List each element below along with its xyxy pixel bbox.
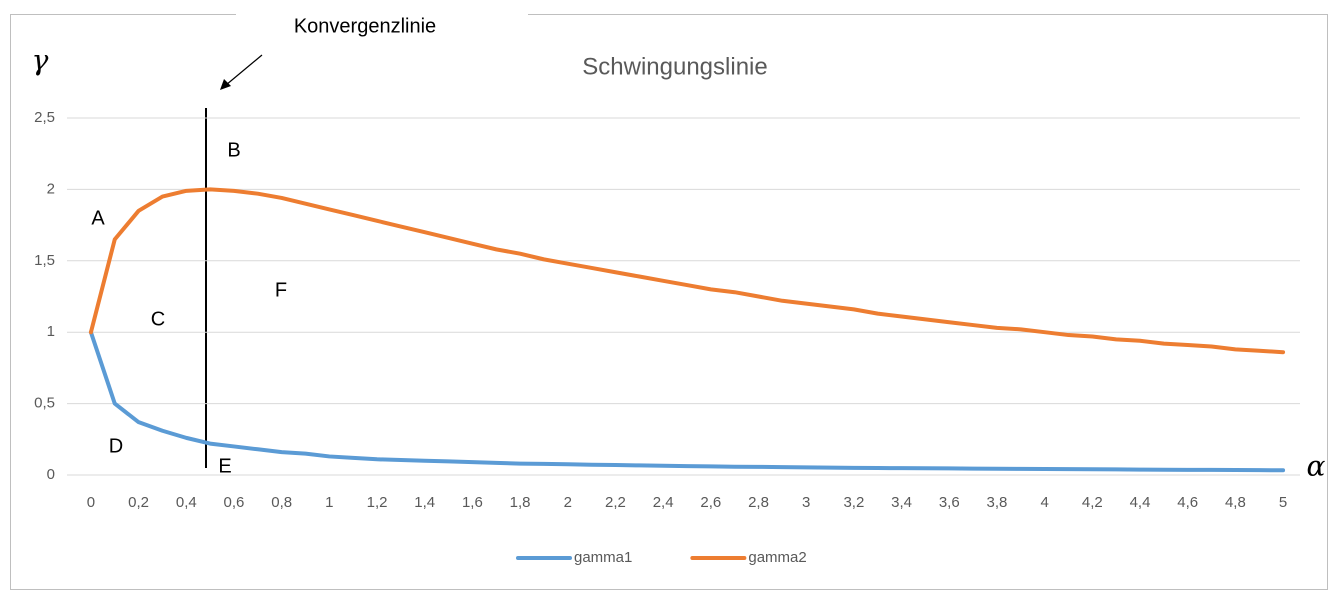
x-tick-label: 0 bbox=[87, 494, 95, 511]
x-tick-label: 4,6 bbox=[1177, 494, 1198, 511]
series-line bbox=[88, 330, 1286, 473]
y-axis-label: γ bbox=[32, 44, 49, 77]
y-tick-label: 2,5 bbox=[34, 109, 55, 126]
x-tick-label: 0,2 bbox=[128, 494, 149, 511]
x-tick-label: 2 bbox=[564, 494, 572, 511]
y-tick-label: 1,5 bbox=[34, 252, 55, 269]
x-tick-label: 2,6 bbox=[700, 494, 721, 511]
x-tick-label: 4 bbox=[1040, 494, 1048, 511]
legend-label: gamma1 bbox=[574, 549, 632, 566]
y-tick-label: 0,5 bbox=[34, 395, 55, 412]
annotation: C bbox=[151, 308, 165, 330]
annotation: F bbox=[275, 279, 287, 301]
arrow-shaft bbox=[225, 54, 263, 86]
x-tick-label: 5 bbox=[1279, 494, 1287, 511]
annotation: A bbox=[91, 207, 105, 229]
x-tick-label: 1,8 bbox=[510, 494, 531, 511]
x-tick-label: 4,2 bbox=[1082, 494, 1103, 511]
y-tick-label: 1 bbox=[47, 323, 55, 340]
x-tick-label: 1,6 bbox=[462, 494, 483, 511]
x-tick-label: 2,8 bbox=[748, 494, 769, 511]
chart-title: Schwingungslinie bbox=[582, 53, 767, 80]
x-tick-label: 3 bbox=[802, 494, 810, 511]
annotation: D bbox=[109, 435, 123, 457]
x-tick-label: 0,4 bbox=[176, 494, 197, 511]
annotation: B bbox=[227, 139, 240, 161]
x-tick-label: 4,4 bbox=[1130, 494, 1151, 511]
x-tick-label: 4,8 bbox=[1225, 494, 1246, 511]
x-tick-label: 3,2 bbox=[843, 494, 864, 511]
chart-border bbox=[10, 14, 1328, 590]
y-tick-label: 2 bbox=[47, 180, 55, 197]
x-axis-label: α bbox=[1307, 450, 1326, 483]
x-tick-label: 1 bbox=[325, 494, 333, 511]
x-tick-label: 0,8 bbox=[271, 494, 292, 511]
x-tick-label: 3,6 bbox=[939, 494, 960, 511]
x-tick-label: 1,2 bbox=[367, 494, 388, 511]
annotation: E bbox=[218, 455, 231, 477]
arrow-head bbox=[220, 79, 231, 90]
y-tick-label: 0 bbox=[47, 466, 55, 483]
legend-label: gamma2 bbox=[748, 549, 806, 566]
series-line bbox=[88, 187, 1286, 355]
x-tick-label: 3,8 bbox=[987, 494, 1008, 511]
x-tick-label: 3,4 bbox=[891, 494, 912, 511]
x-tick-label: 1,4 bbox=[414, 494, 435, 511]
annotation: Konvergenzlinie bbox=[294, 15, 436, 37]
x-tick-label: 2,4 bbox=[653, 494, 674, 511]
label-background bbox=[236, 4, 528, 26]
x-tick-label: 2,2 bbox=[605, 494, 626, 511]
x-tick-label: 0,6 bbox=[224, 494, 245, 511]
